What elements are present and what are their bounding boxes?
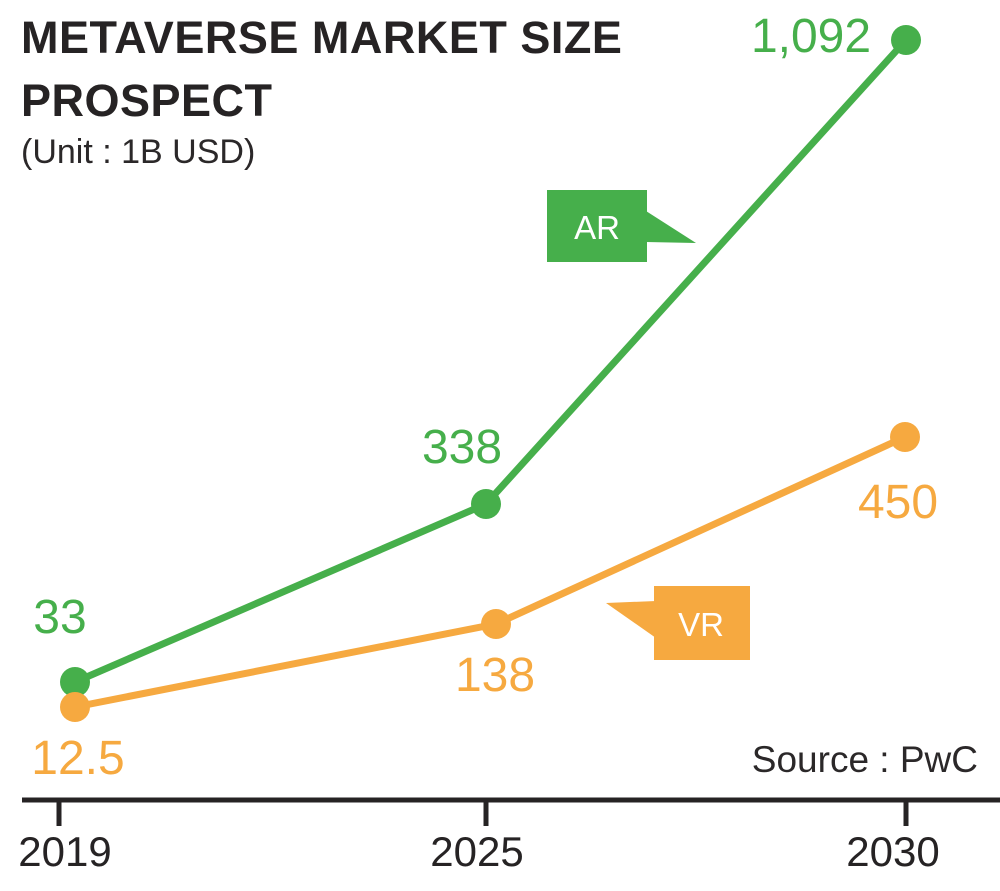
ar-point-2025 — [471, 489, 501, 519]
vr-callout-label: VR — [678, 606, 724, 643]
title-block: METAVERSE MARKET SIZE PROSPECT (Unit : 1… — [21, 6, 622, 172]
year-label-2019: 2019 — [18, 828, 111, 875]
ar-value-label-2019: 33 — [33, 591, 86, 644]
vr-value-label-2019: 12.5 — [31, 732, 124, 785]
vr-point-2030 — [890, 422, 920, 452]
vr-callout-box — [654, 586, 750, 660]
chart-title-line1: METAVERSE MARKET SIZE — [21, 12, 623, 63]
ar-callout-box — [547, 190, 647, 262]
ar-value-label-2025: 338 — [422, 421, 502, 474]
chart-title-line2: PROSPECT — [21, 75, 273, 126]
year-label-2025: 2025 — [430, 828, 523, 875]
ar-callout-label: AR — [574, 209, 620, 246]
vr-value-label-2030: 450 — [858, 476, 938, 529]
year-label-2030: 2030 — [846, 828, 939, 875]
chart-unit-label: (Unit : 1B USD) — [21, 133, 256, 171]
vr-point-2019 — [60, 692, 90, 722]
vr-callout-tail — [606, 601, 656, 638]
ar-point-2019 — [60, 667, 90, 697]
source-label: Source : PwC — [752, 739, 978, 780]
ar-series-line — [73, 37, 909, 686]
vr-point-2025 — [481, 609, 511, 639]
ar-point-2030 — [891, 25, 921, 55]
vr-value-label-2025: 138 — [455, 649, 535, 702]
ar-value-label-2030: 1,092 — [751, 10, 871, 63]
ar-callout-tail — [646, 211, 696, 243]
